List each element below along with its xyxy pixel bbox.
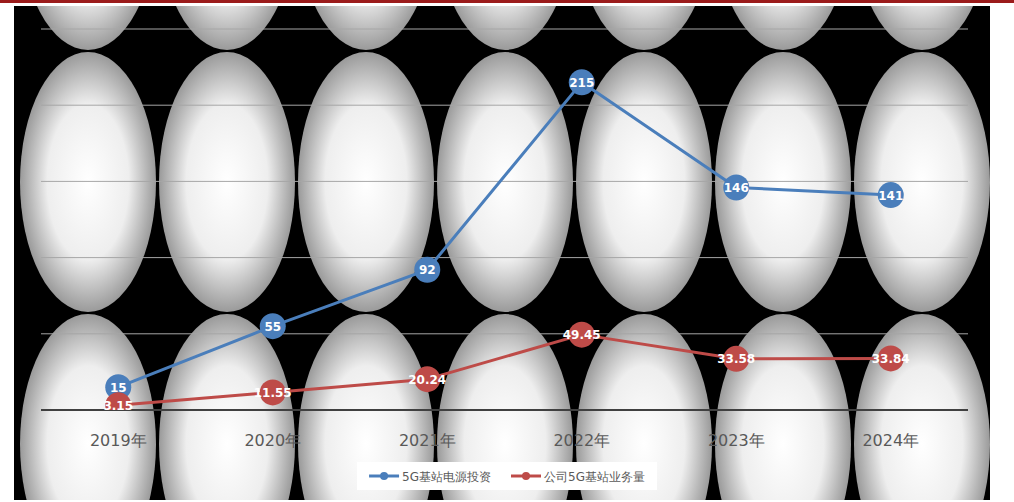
x-tick-label: 2020年 bbox=[244, 431, 301, 450]
data-label: 215 bbox=[569, 76, 594, 90]
series-line bbox=[118, 335, 891, 406]
background-egg bbox=[159, 314, 295, 500]
legend-item: 5G基站电源投资 bbox=[369, 470, 491, 484]
background-egg bbox=[576, 6, 712, 50]
marker bbox=[569, 69, 595, 95]
legend-box bbox=[357, 462, 657, 490]
background-egg bbox=[715, 6, 851, 50]
legend: 5G基站电源投资 公司5G基站业务量 bbox=[357, 462, 657, 490]
background-egg bbox=[298, 52, 434, 312]
background-egg bbox=[854, 6, 990, 50]
background-egg bbox=[437, 6, 573, 50]
background-egg bbox=[20, 6, 156, 50]
background-egg bbox=[159, 6, 295, 50]
x-tick-label: 2021年 bbox=[399, 431, 456, 450]
marker bbox=[414, 257, 440, 283]
x-tick-label: 2022年 bbox=[553, 431, 610, 450]
background-egg bbox=[854, 52, 990, 312]
legend-label: 公司5G基站业务量 bbox=[544, 470, 645, 484]
data-label: 141 bbox=[878, 189, 903, 203]
grid-line bbox=[41, 257, 968, 258]
data-label: 92 bbox=[419, 263, 436, 277]
background-egg bbox=[20, 52, 156, 312]
data-label: 146 bbox=[724, 181, 749, 195]
x-axis-line bbox=[41, 409, 968, 411]
background-egg bbox=[20, 314, 156, 500]
background bbox=[14, 6, 990, 500]
data-label: 33.58 bbox=[717, 352, 755, 366]
marks bbox=[105, 69, 904, 410]
data-label: 49.45 bbox=[563, 328, 601, 342]
chart: 2019年2020年2021年2022年2023年2024年1555922151… bbox=[0, 0, 1014, 502]
legend-label: 5G基站电源投资 bbox=[402, 470, 491, 484]
data-label: 33.84 bbox=[872, 352, 910, 366]
background-egg bbox=[854, 314, 990, 500]
grid-line bbox=[41, 333, 968, 334]
series-line bbox=[118, 82, 891, 387]
background-egg bbox=[298, 6, 434, 50]
legend-swatch bbox=[522, 472, 530, 480]
data-label: 3.15 bbox=[103, 399, 133, 413]
x-tick-label: 2023年 bbox=[708, 431, 765, 450]
x-tick-label: 2019年 bbox=[90, 431, 147, 450]
background-egg bbox=[159, 52, 295, 312]
marker bbox=[260, 313, 286, 339]
background-egg bbox=[715, 52, 851, 312]
legend-item: 公司5G基站业务量 bbox=[511, 470, 645, 484]
grid-line bbox=[41, 105, 968, 106]
marker bbox=[878, 182, 904, 208]
x-tick-label: 2024年 bbox=[862, 431, 919, 450]
top-rule bbox=[0, 0, 1014, 3]
grid-line bbox=[41, 29, 968, 30]
data-label: 20.24 bbox=[408, 373, 446, 387]
background-egg bbox=[437, 52, 573, 312]
background-egg bbox=[715, 314, 851, 500]
grid-line bbox=[41, 181, 968, 182]
legend-swatch bbox=[380, 472, 388, 480]
data-label: 11.55 bbox=[254, 386, 292, 400]
marker bbox=[723, 174, 749, 200]
data-label: 15 bbox=[110, 381, 127, 395]
data-label: 55 bbox=[264, 320, 281, 334]
data-labels: 15 55 92 215 146 141 3.15 11.55 20.24 49.45 33.58 3… bbox=[103, 76, 909, 413]
